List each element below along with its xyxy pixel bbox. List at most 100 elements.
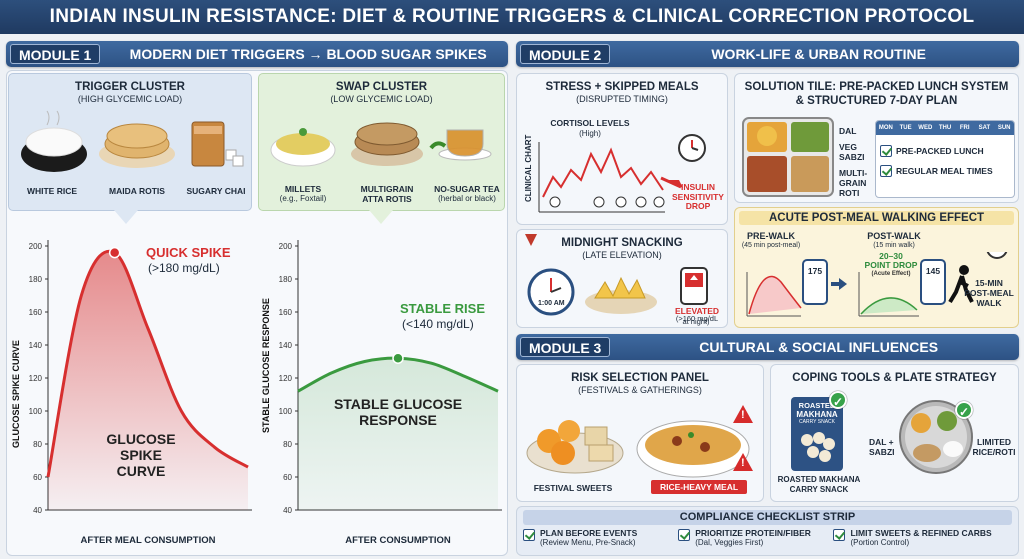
y-tick-label: 60 <box>33 473 42 482</box>
elevated-sub-1: (>160 mg/dL <box>675 314 719 323</box>
swap-sub: (LOW GLYCEMIC LOAD) <box>330 94 433 104</box>
y-tick-label: 120 <box>29 374 43 383</box>
y-tick-label: 40 <box>33 506 42 515</box>
pack-line-2: MAKHANA <box>796 410 838 419</box>
elevated-sub: (>160 mg/dL <box>667 315 727 323</box>
checkbox-icon <box>833 529 846 541</box>
insulin-drop-1: INSULIN <box>681 182 715 192</box>
y-tick-label: 100 <box>29 407 43 416</box>
module2-header: MODULE 2 WORK-LIFE & URBAN ROUTINE <box>516 41 1019 67</box>
walking-illustration <box>746 252 1008 317</box>
y-tick-label: 180 <box>29 275 43 284</box>
midnight-illustration <box>527 267 708 316</box>
y-tick-label: 120 <box>279 374 293 383</box>
module1-header: MODULE 1 MODERN DIET TRIGGERS → BLOOD SU… <box>6 41 508 67</box>
walk-1: 15-MIN <box>975 278 1003 288</box>
compliance-items: PLAN BEFORE EVENTS (Review Menu, Pre-Sna… <box>517 529 1018 547</box>
risk-illustration <box>526 420 750 478</box>
chart1-area-label-2: SPIKE <box>119 447 162 463</box>
weekday-row: MON TUE WED THU FRI SAT SUN <box>876 121 1014 135</box>
clock-time: 1:00 AM <box>538 300 565 307</box>
chart1-peak-sub: (>180 mg/dL) <box>148 261 220 275</box>
cortisol-chart <box>538 134 706 213</box>
series-line <box>46 249 249 478</box>
coping-head: COPING TOOLS & PLATE STRATEGY <box>792 372 997 384</box>
compliance-item-sub: (Dal, Veggies First) <box>695 538 764 547</box>
weekday-thu: THU <box>938 125 952 131</box>
swap-foods-illustration <box>270 122 492 167</box>
module2-title: WORK-LIFE & URBAN ROUTINE <box>711 46 926 62</box>
postwalk-value: 145 <box>925 266 941 276</box>
stress-head: STRESS + SKIPPED MEALS <box>545 81 699 93</box>
trigger-item-2: MAIDA ROTIS <box>109 186 165 196</box>
risk-head: RISK SELECTION PANEL <box>571 372 709 384</box>
makhana-label: ROASTED MAKHANA CARRY SNACK <box>771 475 867 495</box>
weekly-plan: MON TUE WED THU FRI SAT SUN PRE-PACKED LUNCH R… <box>875 120 1015 198</box>
chart2-area-label: STABLE GLUCOSE RESPONSE <box>318 396 478 428</box>
midnight-panel: MIDNIGHT SNACKING (LATE ELEVATION) 1:00 … <box>516 229 728 328</box>
weekday-mon: MON <box>878 125 893 131</box>
weekday-sat: SAT <box>978 125 991 131</box>
check-icon: ✓ <box>829 391 847 409</box>
chart2-peak-label: STABLE RISE <box>400 301 485 316</box>
checkbox-icon <box>880 165 892 177</box>
check-regular-label: REGULAR MEAL TIMES <box>896 166 993 176</box>
trigger-item-3: SUGARY CHAI <box>186 186 246 196</box>
compliance-item-title: PLAN BEFORE EVENTS <box>540 528 638 538</box>
y-tick-label: 40 <box>283 506 292 515</box>
rice-heavy-label: RICE-HEAVY MEAL <box>651 480 747 494</box>
stress-panel: STRESS + SKIPPED MEALS (DISRUPTED TIMING… <box>516 73 728 225</box>
y-tick-label: 200 <box>29 242 43 251</box>
food-roti: ROTI <box>839 188 860 198</box>
compliance-item: PLAN BEFORE EVENTS (Review Menu, Pre-Sna… <box>523 529 678 547</box>
chart2-xlabel: AFTER CONSUMPTION <box>345 535 451 546</box>
compliance-item: LIMIT SWEETS & REFINED CARBS (Portion Co… <box>833 529 1012 547</box>
chart2-area-label-2: RESPONSE <box>359 412 437 428</box>
food-grain: GRAIN <box>839 178 867 188</box>
chart1-xlabel: AFTER MEAL CONSUMPTION <box>80 535 216 546</box>
module3-header: MODULE 3 CULTURAL & SOCIAL INFLUENCES <box>516 334 1019 360</box>
walk-label: 15-MIN POST-MEAL WALK <box>961 278 1017 308</box>
y-tick-label: 80 <box>283 440 292 449</box>
module1-number: MODULE 1 <box>10 44 101 64</box>
insulin-drop-label: INSULIN SENSITIVITY DROP <box>667 182 729 212</box>
swap-head: SWAP CLUSTER <box>335 81 428 93</box>
makhana-label-1: ROASTED MAKHANA <box>777 475 861 484</box>
lunch-foods: DAL VEG SABZI MULTI- GRAIN ROTI <box>839 126 867 198</box>
coping-panel: COPING TOOLS & PLATE STRATEGY ROASTED MA… <box>770 364 1019 502</box>
compliance-strip: COMPLIANCE CHECKLIST STRIP PLAN BEFORE E… <box>516 506 1019 556</box>
compliance-item-title: LIMIT SWEETS & REFINED CARBS <box>850 528 992 538</box>
check-regular: REGULAR MEAL TIMES <box>880 165 1014 177</box>
y-tick-label: 180 <box>279 275 293 284</box>
y-tick-label: 140 <box>279 341 293 350</box>
area-fill <box>298 358 498 510</box>
prewalk-sub: (45 min post-meal) <box>741 242 801 249</box>
dal-sabzi-2: SABZI <box>869 447 895 457</box>
risk-panel: RISK SELECTION PANEL (FESTIVALS & GATHER… <box>516 364 764 502</box>
swap-item-3-sub: (herbal or black) <box>438 194 496 203</box>
swap-item-2: MULTIGRAIN <box>360 184 414 194</box>
drop-label: POINT DROP <box>864 260 918 270</box>
glucose-spike-svg: 40 60 80 100 120 140 160 180 200 <box>29 240 252 515</box>
peak-point <box>392 352 404 364</box>
compliance-item: PRIORITIZE PROTEIN/FIBER (Dal, Veggies F… <box>678 529 833 547</box>
limited-2: RICE/ROTI <box>972 447 1016 457</box>
drop-range: 20–30 <box>879 251 903 261</box>
walk-2: POST-MEAL <box>964 288 1014 298</box>
postwalk-label: POST-WALK <box>867 231 921 241</box>
chart1-area-label-1: GLUCOSE <box>106 431 176 447</box>
y-tick-label: 100 <box>279 407 293 416</box>
prewalk-value: 175 <box>807 266 823 276</box>
pack-line-1: ROASTED <box>798 401 836 410</box>
cortisol-sub: (High) <box>579 129 601 138</box>
y-tick-label: 80 <box>33 440 42 449</box>
drop-sub: (Acute Effect) <box>871 271 911 277</box>
y-tick-label: 160 <box>279 308 293 317</box>
dal-sabzi-1: DAL + <box>869 437 894 447</box>
compliance-head: COMPLIANCE CHECKLIST STRIP <box>523 510 1012 525</box>
warning-icon: ! <box>733 453 753 471</box>
chart1-area-label-3: CURVE <box>116 463 166 479</box>
dal-sabzi-label: DAL + SABZI <box>869 437 901 457</box>
y-tick-label: 200 <box>279 242 293 251</box>
elevated-label: ELEVATED <box>674 306 720 316</box>
